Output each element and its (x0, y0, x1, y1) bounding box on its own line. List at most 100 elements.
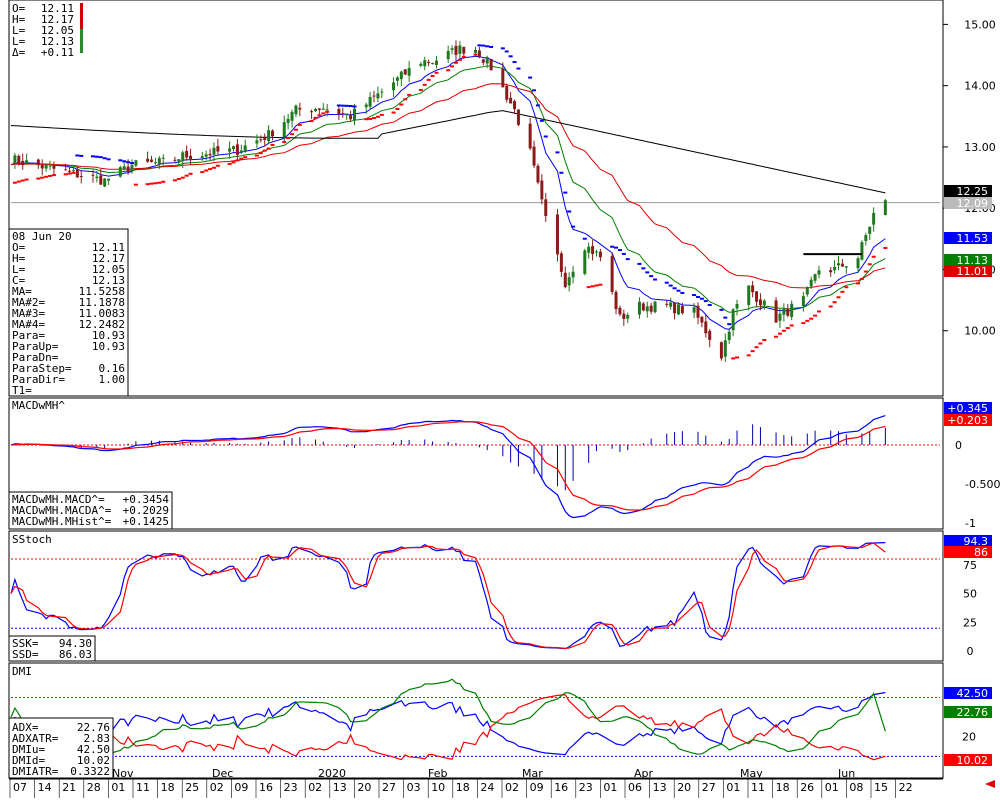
candle (595, 249, 599, 257)
candle (263, 133, 267, 147)
date-label: 23 (284, 781, 298, 794)
stoch-tick-label: 50 (963, 588, 977, 601)
price-panel[interactable] (8, 0, 944, 397)
candle-body (700, 316, 704, 323)
candle-body (399, 71, 403, 80)
candle (513, 99, 517, 114)
stoch-info-box: SSK= 94.30 SSD= 86.03 (8, 635, 96, 662)
date-label: 02 (210, 781, 224, 794)
candle (637, 297, 641, 319)
price-tag (944, 254, 992, 266)
candle-body (204, 154, 208, 157)
info-value: 12.2482 (79, 318, 125, 331)
candle-body (313, 109, 317, 112)
candle (598, 248, 602, 262)
candle-body (837, 263, 841, 266)
candle (130, 159, 134, 174)
candle-body (282, 122, 286, 138)
candle-body (610, 256, 614, 292)
candle-body (774, 300, 778, 323)
candle (528, 118, 532, 151)
candle-body (75, 169, 79, 178)
candle-body (263, 137, 267, 140)
candle-body (403, 69, 407, 75)
candle-body (337, 109, 341, 115)
candle (817, 265, 821, 279)
candle-body (64, 169, 68, 171)
adx-line (10, 678, 886, 755)
candle-body (786, 308, 790, 316)
info-label: H= (12, 252, 26, 265)
dmi-tag-text: 10.02 (957, 754, 989, 767)
candle-body (559, 253, 563, 272)
info-value: 12.17 (92, 252, 125, 265)
candle-body (68, 170, 72, 172)
candle-body (829, 270, 833, 273)
info-value: 10.02 (77, 754, 110, 767)
candle-body (392, 82, 396, 91)
candle-body (489, 59, 493, 71)
date-label: 13 (333, 781, 347, 794)
candle (376, 86, 380, 103)
candle-body (228, 148, 232, 152)
candle (653, 300, 657, 314)
candle (99, 168, 103, 185)
candle (146, 151, 150, 163)
candle (622, 309, 626, 326)
candle (665, 300, 669, 308)
info-label: MA#3= (12, 307, 45, 320)
info-label: ADXATR= (12, 732, 59, 745)
candle (618, 305, 622, 317)
candle-body (298, 107, 302, 110)
scroll-right-icon[interactable] (985, 780, 995, 788)
candle-body (25, 160, 29, 164)
date-label: 11 (136, 781, 150, 794)
info-date: 08 Jun 20 (12, 230, 72, 243)
candle (349, 110, 353, 122)
candle-body (40, 164, 44, 169)
date-label: 06 (628, 781, 642, 794)
candle (837, 255, 841, 271)
candle-body (883, 200, 887, 216)
stoch-d-line (10, 542, 886, 650)
date-axis: 07 14 21 28 01 11 18 25 02 09 16 23 02 13 20 27 03 10 18 24… (9, 767, 943, 798)
candle (200, 151, 204, 161)
stoch-panel[interactable] (8, 530, 944, 662)
candle-body (103, 178, 107, 187)
macd-plot (10, 415, 940, 519)
stoch-tag (944, 535, 992, 547)
candle (68, 166, 72, 173)
candle-body (239, 150, 243, 153)
info-label: DMIu= (12, 743, 45, 756)
candle (216, 138, 220, 155)
candle (25, 153, 29, 165)
candle (423, 56, 427, 71)
dmi-panel[interactable] (8, 662, 944, 779)
candle-body (595, 251, 599, 253)
candle (298, 102, 302, 117)
candle (676, 302, 680, 316)
info-value: 11.1878 (79, 296, 125, 309)
candle-body (509, 97, 513, 104)
candle (434, 55, 438, 69)
date-label: 18 (456, 781, 470, 794)
candle-body (719, 342, 723, 359)
macd-signal-line (10, 421, 886, 511)
price-plot (10, 40, 940, 363)
candle-body (622, 313, 626, 319)
right-axis: 15.0014.0013.0012.0011.0010.0012.2512.09… (943, 18, 1000, 767)
info-label: ParaUp= (12, 340, 59, 353)
candle-body (758, 299, 762, 306)
date-label: 01 (726, 781, 740, 794)
candle-body (212, 147, 216, 155)
candle (380, 88, 384, 99)
candle (700, 315, 704, 328)
candle-body (704, 321, 708, 334)
candle-body (505, 85, 509, 100)
candle (79, 169, 83, 184)
candle-body (454, 45, 458, 55)
dmi-tag-text: 42.50 (957, 687, 989, 700)
macd-tag-text: +0.203 (947, 414, 988, 427)
candle-body (805, 287, 809, 295)
